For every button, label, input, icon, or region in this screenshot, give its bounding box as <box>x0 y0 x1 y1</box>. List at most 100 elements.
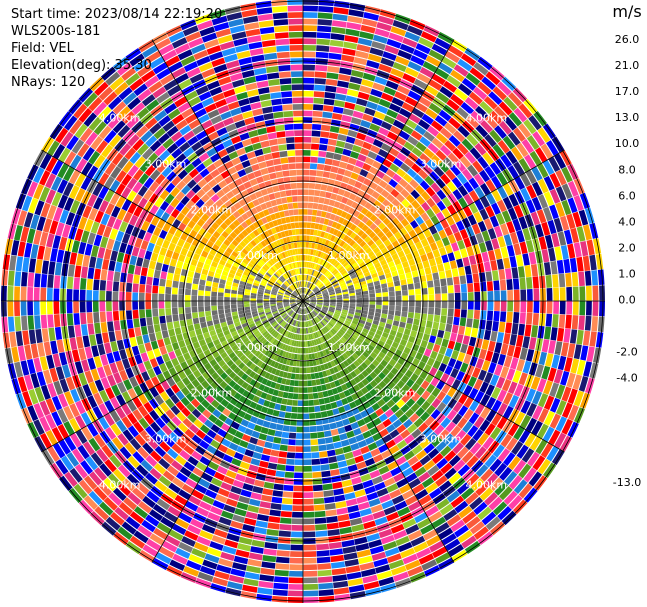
range-gate-bin <box>338 319 344 324</box>
range-gate-bin <box>142 495 156 509</box>
range-gate-bin <box>421 559 438 571</box>
range-gate-bin <box>427 314 434 322</box>
range-gate-bin <box>441 301 448 309</box>
range-gate-bin <box>265 262 272 268</box>
range-gate-bin <box>414 312 421 320</box>
range-gate-bin <box>303 77 315 84</box>
range-gate-bin <box>340 383 348 391</box>
range-gate-bin <box>376 296 382 301</box>
range-gate-bin <box>94 268 101 280</box>
range-gate-bin <box>487 340 496 352</box>
range-gate-bin <box>342 445 352 454</box>
range-gate-bin <box>4 347 14 364</box>
range-gate-bin <box>112 487 127 502</box>
range-gate-bin <box>37 245 46 260</box>
range-gate-bin <box>186 382 196 392</box>
range-gate-bin <box>311 216 317 223</box>
range-gate-bin <box>526 184 537 199</box>
range-gate-bin <box>138 301 145 310</box>
range-gate-bin <box>322 423 331 431</box>
range-gate-bin <box>487 362 497 374</box>
range-gate-bin <box>513 346 522 359</box>
range-gate-bin <box>335 309 342 314</box>
range-gate-bin <box>249 336 257 343</box>
range-gate-bin <box>203 362 212 371</box>
range-gate-bin <box>161 330 169 339</box>
range-gate-bin <box>263 301 270 304</box>
range-gate-bin <box>257 397 265 406</box>
range-gate-bin <box>260 282 267 287</box>
range-gate-bin <box>246 442 257 451</box>
range-gate-bin <box>378 380 387 389</box>
range-gate-bin <box>357 248 365 255</box>
range-gate-bin <box>313 196 320 203</box>
range-gate-bin <box>328 322 334 328</box>
range-gate-bin <box>403 328 411 336</box>
range-gate-bin <box>288 339 293 346</box>
range-gate-bin <box>246 407 255 415</box>
range-gate-bin <box>237 328 244 334</box>
range-gate-bin <box>338 202 346 211</box>
range-gate-bin <box>33 230 42 245</box>
range-gate-bin <box>496 199 507 213</box>
range-gate-bin <box>226 581 243 590</box>
range-gate-bin <box>388 414 399 424</box>
range-gate-bin <box>388 559 405 570</box>
range-gate-bin <box>404 369 414 379</box>
range-gate-bin <box>340 284 347 289</box>
range-gate-bin <box>334 593 351 602</box>
range-gate-bin <box>292 393 299 400</box>
range-gate-bin <box>313 399 320 406</box>
range-gate-bin <box>219 259 226 266</box>
range-gate-bin <box>373 218 382 226</box>
range-gate-bin <box>428 258 437 267</box>
range-gate-bin <box>159 278 166 287</box>
range-gate-bin <box>109 76 125 91</box>
range-gate-bin <box>589 222 599 239</box>
range-gate-bin <box>336 296 343 300</box>
range-gate-bin <box>210 439 221 449</box>
range-gate-bin <box>257 587 273 595</box>
range-gate-bin <box>21 271 28 287</box>
range-gate-bin <box>399 321 406 329</box>
range-gate-bin <box>7 223 17 240</box>
range-gate-bin <box>462 510 477 524</box>
range-gate-bin <box>244 449 254 458</box>
range-gate-bin <box>136 482 150 495</box>
range-gate-bin <box>82 384 93 398</box>
range-gate-bin <box>288 590 303 597</box>
range-gate-bin <box>360 280 367 286</box>
range-gate-bin <box>276 302 283 304</box>
range-gate-bin <box>244 328 251 334</box>
range-gate-bin <box>206 445 218 455</box>
range-gate-bin <box>281 329 287 336</box>
range-gate-bin <box>340 249 347 257</box>
range-gate-bin <box>124 147 137 160</box>
range-gate-bin <box>531 196 542 211</box>
range-gate-bin <box>237 268 244 274</box>
range-gate-bin <box>185 559 202 571</box>
range-gate-bin <box>557 231 567 246</box>
range-gate-bin <box>206 163 217 173</box>
range-gate-bin <box>372 82 386 92</box>
range-gate-bin <box>256 274 263 280</box>
range-gate-bin <box>91 345 100 358</box>
range-gate-bin <box>331 328 338 334</box>
range-gate-bin <box>330 266 336 273</box>
range-gate-bin <box>303 123 312 130</box>
range-gate-bin <box>549 382 559 398</box>
range-gate-bin <box>317 12 333 20</box>
range-gate-bin <box>456 370 465 382</box>
range-gate-bin <box>512 278 520 290</box>
range-gate-bin <box>201 380 210 389</box>
range-gate-bin <box>400 218 410 227</box>
range-gate-bin <box>489 110 503 125</box>
range-gate-bin <box>325 383 332 390</box>
range-gate-bin <box>319 259 324 265</box>
range-gate-bin <box>140 240 149 250</box>
range-gate-bin <box>171 148 183 159</box>
range-gate-bin <box>146 350 155 360</box>
range-gate-bin <box>311 452 320 459</box>
range-gate-bin <box>395 535 410 547</box>
range-gate-bin <box>207 325 215 332</box>
